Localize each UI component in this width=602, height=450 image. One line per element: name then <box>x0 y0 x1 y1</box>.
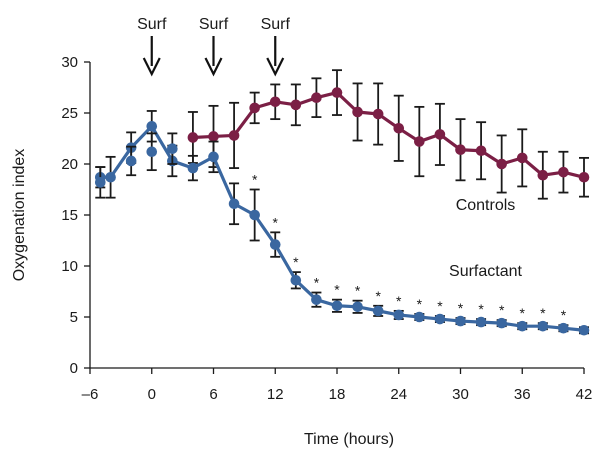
data-point <box>249 102 260 114</box>
significance-star: * <box>520 305 526 321</box>
significance-star: * <box>273 214 279 230</box>
significance-star: * <box>417 296 423 312</box>
data-point <box>167 143 178 154</box>
x-axis-title: Time (hours) <box>304 431 394 448</box>
data-point <box>311 294 322 305</box>
surf-label: Surf <box>137 16 167 33</box>
data-point <box>537 320 549 332</box>
y-axis-title: Oxygenation index <box>11 149 28 282</box>
data-point <box>146 120 158 132</box>
series-labels: Controls Surfactant <box>449 197 522 280</box>
surf-arrow-head <box>266 57 285 77</box>
x-tick-label: 30 <box>452 386 469 403</box>
significance-star: * <box>293 254 299 270</box>
data-point <box>290 99 302 111</box>
data-point <box>372 305 384 317</box>
data-point <box>331 87 343 98</box>
data-point <box>269 96 281 108</box>
significance-star: * <box>540 305 546 321</box>
x-tick-label: 24 <box>390 386 407 403</box>
x-tick-label: 12 <box>267 386 284 403</box>
surf-label: Surf <box>199 16 229 33</box>
y-tick-label: 20 <box>61 156 78 173</box>
y-tick-label: 0 <box>70 360 78 377</box>
significance-star: * <box>499 302 505 318</box>
series-controls <box>187 69 590 200</box>
data-point <box>393 309 405 321</box>
x-tick-label: –6 <box>82 386 99 403</box>
data-point <box>228 130 240 141</box>
series-label-controls: Controls <box>456 197 516 214</box>
data-point <box>578 171 590 183</box>
surf-arrow-head <box>204 57 223 77</box>
data-point <box>269 239 281 250</box>
surf-label: Surf <box>261 16 291 33</box>
data-point <box>290 274 302 286</box>
data-point <box>414 136 425 147</box>
significance-star: * <box>458 300 464 316</box>
surf-annotations: Surf Surf Surf <box>137 16 291 77</box>
x-tick-label: 36 <box>514 386 531 403</box>
data-point <box>94 177 106 188</box>
x-tick-label: 18 <box>329 386 346 403</box>
data-point <box>187 162 199 174</box>
data-point <box>578 324 590 336</box>
significance-star: * <box>375 288 381 304</box>
data-point <box>475 316 487 328</box>
y-tick-label: 10 <box>61 258 78 275</box>
surf-arrow-head <box>142 57 161 77</box>
y-tick-label: 15 <box>61 207 78 224</box>
data-point <box>146 146 158 158</box>
data-point <box>475 145 487 157</box>
data-point <box>537 169 549 181</box>
data-point <box>496 317 507 329</box>
data-point <box>249 209 260 221</box>
data-point <box>208 151 219 163</box>
data-point <box>208 131 219 142</box>
data-point <box>331 300 343 312</box>
significance-star: * <box>437 298 443 314</box>
significance-star: * <box>314 275 320 291</box>
x-tick-label: 6 <box>209 386 217 403</box>
x-tick-label: 42 <box>576 386 593 403</box>
data-point <box>352 106 363 118</box>
data-point <box>393 123 405 134</box>
significance-star: * <box>561 307 567 323</box>
y-tick-label: 25 <box>61 105 78 122</box>
significance-markers: * * * * * * * * * * * * * * * * <box>252 172 567 324</box>
data-point <box>372 108 384 120</box>
x-tick-label: 0 <box>148 386 156 403</box>
data-point <box>414 311 425 323</box>
data-point <box>434 313 446 325</box>
y-tick-label: 30 <box>61 54 78 71</box>
data-point <box>455 144 466 156</box>
data-point <box>434 129 446 140</box>
significance-star: * <box>334 282 340 298</box>
data-point <box>558 166 569 178</box>
data-point <box>516 320 528 332</box>
significance-star: * <box>252 172 258 188</box>
data-point <box>187 132 199 143</box>
data-point <box>516 152 528 164</box>
data-point <box>496 158 507 170</box>
data-point <box>125 155 137 167</box>
y-tick-label: 5 <box>70 309 78 326</box>
extra-points <box>94 132 178 199</box>
significance-star: * <box>355 283 361 299</box>
data-point <box>228 198 240 210</box>
significance-star: * <box>396 293 402 309</box>
series-label-surfactant: Surfactant <box>449 263 522 280</box>
data-point <box>105 171 116 183</box>
significance-star: * <box>478 301 484 317</box>
data-point <box>455 315 466 327</box>
series-layer: * * * * * * * * * * * * * * * * <box>94 69 590 336</box>
data-point <box>558 322 569 334</box>
data-point <box>352 301 363 313</box>
data-point <box>311 92 322 103</box>
